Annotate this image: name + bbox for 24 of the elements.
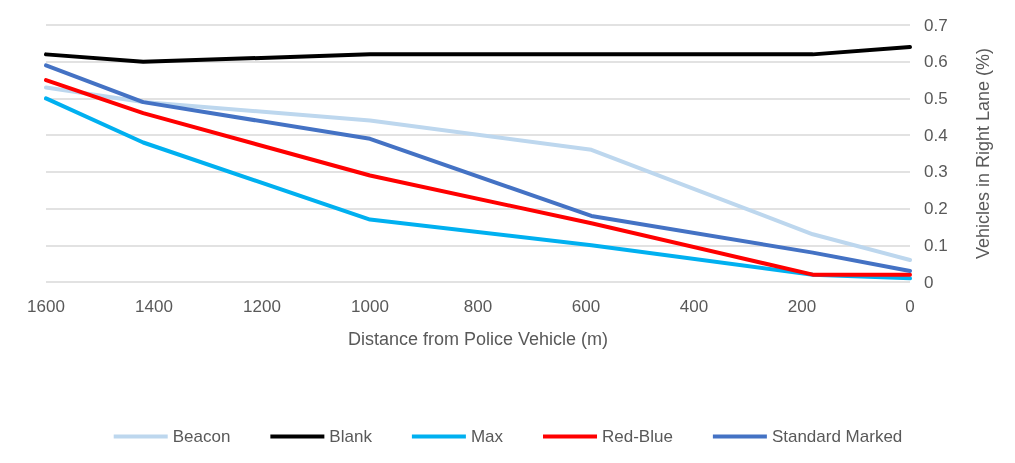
y-tick-label: 0.7 xyxy=(924,15,948,35)
x-tick-label: 200 xyxy=(787,297,817,316)
x-tick-label: 1400 xyxy=(135,297,173,316)
x-axis-title: Distance from Police Vehicle (m) xyxy=(347,329,609,349)
legend-label: Max xyxy=(470,427,504,446)
x-tick-label: 1200 xyxy=(243,297,281,316)
legend-label: Beacon xyxy=(172,427,231,446)
y-tick-label: 0.4 xyxy=(924,125,948,145)
y-axis-title: Vehicles in Right Lane (%) xyxy=(973,47,993,260)
legend-label: Blank xyxy=(329,427,373,446)
x-tick-label: 600 xyxy=(571,297,601,316)
y-tick-label: 0.2 xyxy=(924,199,948,219)
x-tick-label: 0 xyxy=(905,297,915,316)
x-tick-label: 400 xyxy=(679,297,709,316)
y-tick-label: 0.3 xyxy=(924,162,948,182)
y-tick-label: 0.1 xyxy=(924,235,948,255)
x-tick-label: 800 xyxy=(463,297,493,316)
x-tick-label: 1000 xyxy=(351,297,389,316)
legend-label: Standard Marked xyxy=(771,427,903,446)
y-tick-label: 0.6 xyxy=(924,52,948,72)
legend-label: Red-Blue xyxy=(602,427,673,446)
y-tick-label: 0.5 xyxy=(924,88,948,108)
x-tick-label: 1600 xyxy=(27,297,65,316)
y-tick-label: 0 xyxy=(924,272,934,292)
